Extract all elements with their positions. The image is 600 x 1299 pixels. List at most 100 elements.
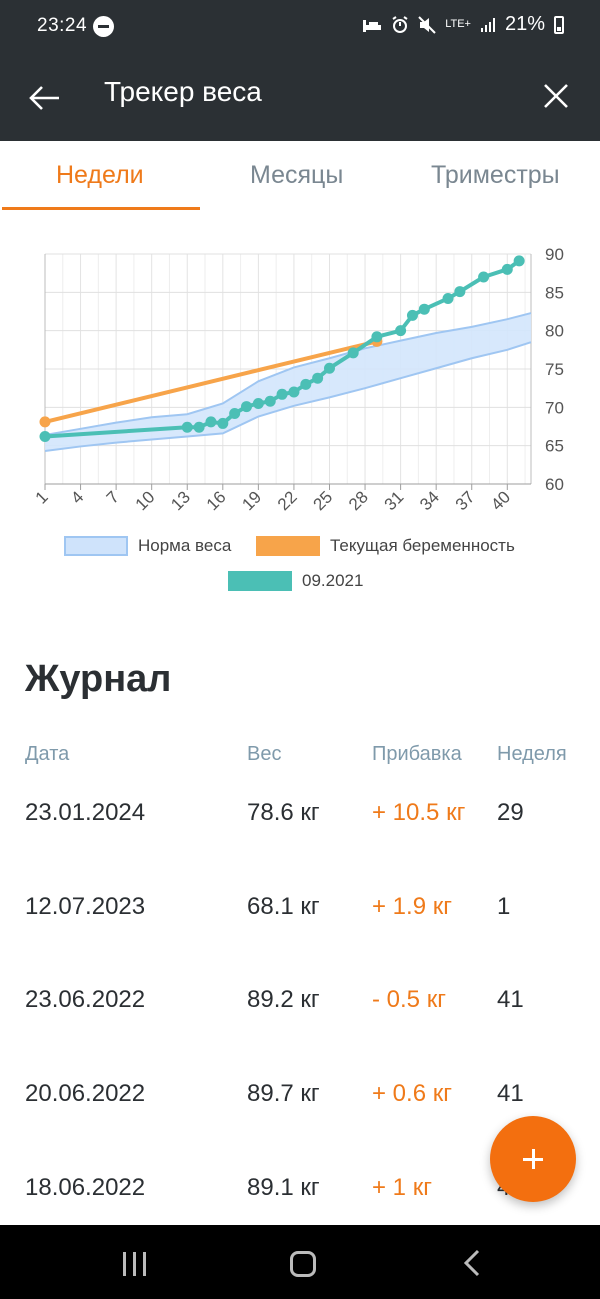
tab-trimesters[interactable]: Триместры <box>431 161 560 189</box>
column-header-date: Дата <box>25 743 70 765</box>
x-tick-label: 19 <box>238 487 265 514</box>
chart-legend: Норма веса Текущая беременность 09.2021 <box>0 536 600 600</box>
x-tick-label: 31 <box>381 487 408 514</box>
x-tick-label: 10 <box>132 487 159 514</box>
legend-label-norm: Норма веса <box>138 536 232 555</box>
data-point-1 <box>478 271 490 283</box>
row-weight: 89.1 кг <box>247 1174 320 1201</box>
y-tick-label: 60 <box>545 475 564 494</box>
norm-band-lower <box>44 341 532 453</box>
row-week: 1 <box>497 893 511 920</box>
row-weight: 89.7 кг <box>247 1080 320 1107</box>
do-not-disturb-icon <box>93 16 114 37</box>
x-tick-label: 4 <box>67 487 87 507</box>
data-point-1 <box>312 372 324 384</box>
x-tick-label: 37 <box>452 487 479 514</box>
close-icon[interactable] <box>536 76 576 116</box>
system-nav-bar <box>0 1225 600 1299</box>
x-tick-label: 25 <box>310 487 337 514</box>
mute-icon <box>418 15 436 34</box>
data-point-1 <box>418 303 430 315</box>
row-week: 29 <box>497 799 524 826</box>
weight-chart: 60 65 70 75 80 85 90 1 4 7 10 13 16 19 22 25 28 31 34 37 40 <box>0 230 600 610</box>
y-tick-label: 75 <box>545 360 564 379</box>
weight-chart-svg: 60 65 70 75 80 85 90 1 4 7 10 13 16 19 22 25 28 31 34 37 40 <box>32 245 564 514</box>
column-header-gain: Прибавка <box>372 743 462 765</box>
x-tick-label: 28 <box>345 487 372 514</box>
back-arrow-icon[interactable] <box>26 78 66 118</box>
legend-label-history: 09.2021 <box>302 571 364 590</box>
x-tick-label: 16 <box>203 487 230 514</box>
row-gain: + 1 кг <box>372 1174 432 1201</box>
journal-row[interactable]: 23.06.2022 89.2 кг - 0.5 кг 41 <box>0 982 600 1076</box>
data-point-1 <box>406 309 418 321</box>
home-icon[interactable] <box>290 1251 316 1277</box>
tab-bar: Недели Месяцы Триместры <box>0 141 600 213</box>
column-header-weight: Вес <box>247 743 282 765</box>
row-week: 41 <box>497 986 524 1013</box>
data-point-1 <box>442 292 454 304</box>
legend-label-current: Текущая беременность <box>330 536 515 555</box>
network-type: LTE+ <box>445 18 471 30</box>
data-point-0 <box>39 416 51 428</box>
series-line-0 <box>44 339 378 424</box>
row-gain: + 1.9 кг <box>372 893 452 920</box>
x-tick-label: 13 <box>167 487 194 514</box>
legend-item-history[interactable]: 09.2021 <box>228 571 363 591</box>
row-weight: 89.2 кг <box>247 986 320 1013</box>
y-tick-label: 90 <box>545 245 564 264</box>
legend-swatch-current <box>256 536 320 556</box>
data-point-1 <box>264 395 276 407</box>
row-date: 18.06.2022 <box>25 1174 146 1201</box>
system-icons: LTE+ 21% <box>362 13 564 36</box>
row-weight: 78.6 кг <box>247 799 320 826</box>
nav-back-icon[interactable] <box>462 1249 482 1277</box>
data-point-1 <box>513 255 525 267</box>
data-point-1 <box>347 347 359 359</box>
journal-row[interactable]: 12.07.2023 68.1 кг + 1.9 кг 1 <box>0 889 600 983</box>
row-date: 23.06.2022 <box>25 986 146 1013</box>
sleep-icon <box>363 19 382 32</box>
x-tick-label: 7 <box>103 487 123 507</box>
x-tick-label: 34 <box>416 487 443 514</box>
tab-weeks[interactable]: Недели <box>56 161 144 189</box>
row-weight: 68.1 кг <box>247 893 320 920</box>
data-point-1 <box>39 430 51 442</box>
legend-item-current[interactable]: Текущая беременность <box>256 536 515 556</box>
journal-title: Журнал <box>25 658 172 700</box>
battery-percent: 21% <box>504 13 545 35</box>
data-point-1 <box>371 331 383 343</box>
data-point-1 <box>217 417 229 429</box>
data-point-1 <box>300 378 312 390</box>
norm-band-upper <box>44 312 532 436</box>
alarm-icon <box>392 15 408 33</box>
data-point-1 <box>454 286 466 298</box>
row-date: 20.06.2022 <box>25 1080 146 1107</box>
journal-row[interactable]: 18.06.2022 89.1 кг + 1 кг 41 <box>0 1170 600 1225</box>
app-bar: Трекер веса <box>0 56 600 141</box>
data-point-1 <box>229 407 241 419</box>
status-time: 23:24 <box>37 15 88 36</box>
x-tick-label: 40 <box>487 487 514 514</box>
y-tick-label: 80 <box>545 322 564 341</box>
tab-months[interactable]: Месяцы <box>250 161 344 189</box>
data-point-1 <box>241 401 253 413</box>
x-tick-label: 1 <box>32 487 52 507</box>
add-entry-button[interactable] <box>490 1116 576 1202</box>
recents-icon[interactable] <box>121 1252 149 1276</box>
data-point-1 <box>252 398 264 409</box>
row-date: 23.01.2024 <box>25 799 146 826</box>
data-point-1 <box>276 388 288 400</box>
journal-row[interactable]: 23.01.2024 78.6 кг + 10.5 кг 29 <box>0 795 600 889</box>
tab-indicator <box>2 207 200 210</box>
data-point-1 <box>193 421 205 433</box>
legend-item-norm[interactable]: Норма веса <box>64 536 231 556</box>
y-tick-label: 70 <box>545 398 564 417</box>
journal-row[interactable]: 20.06.2022 89.7 кг + 0.6 кг 41 <box>0 1076 600 1170</box>
data-point-1 <box>181 421 193 433</box>
legend-swatch-norm <box>64 536 128 556</box>
row-gain: + 0.6 кг <box>372 1080 452 1107</box>
data-point-1 <box>323 362 335 374</box>
page-title: Трекер веса <box>104 76 262 107</box>
row-gain: - 0.5 кг <box>372 986 446 1013</box>
